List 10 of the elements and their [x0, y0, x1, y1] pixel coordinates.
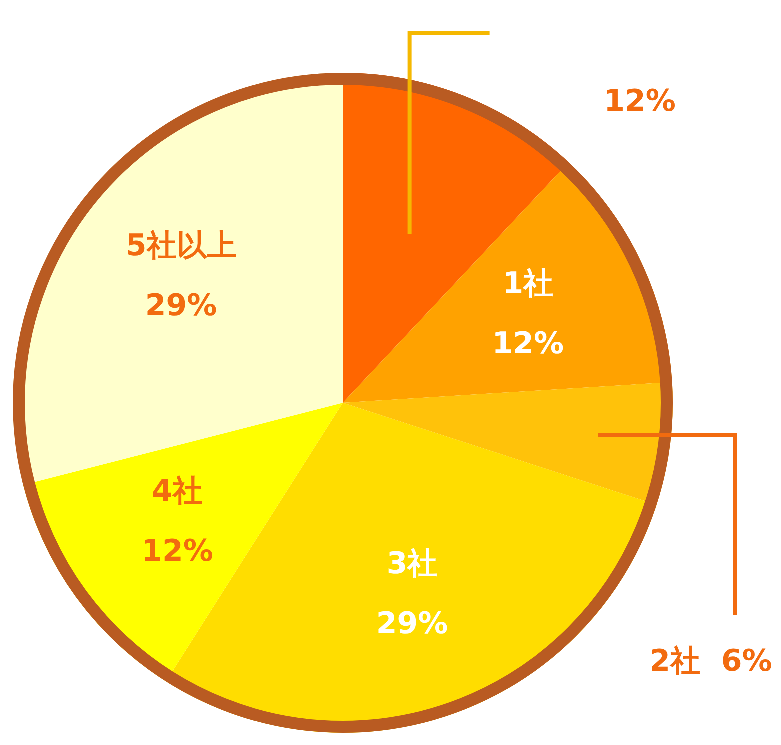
slice-label: 2社 6%	[650, 644, 772, 680]
slice-label: 4社	[152, 474, 203, 510]
data-label: 29%	[145, 288, 218, 324]
data-label: 12%	[142, 534, 214, 570]
slice-label: 3社	[386, 546, 438, 582]
data-label: 12%	[604, 84, 676, 119]
data-label: 29%	[376, 606, 448, 642]
slice-label: 1社	[502, 266, 554, 302]
slice-label: 5社以上	[126, 228, 237, 264]
data-label: 12%	[492, 326, 564, 362]
